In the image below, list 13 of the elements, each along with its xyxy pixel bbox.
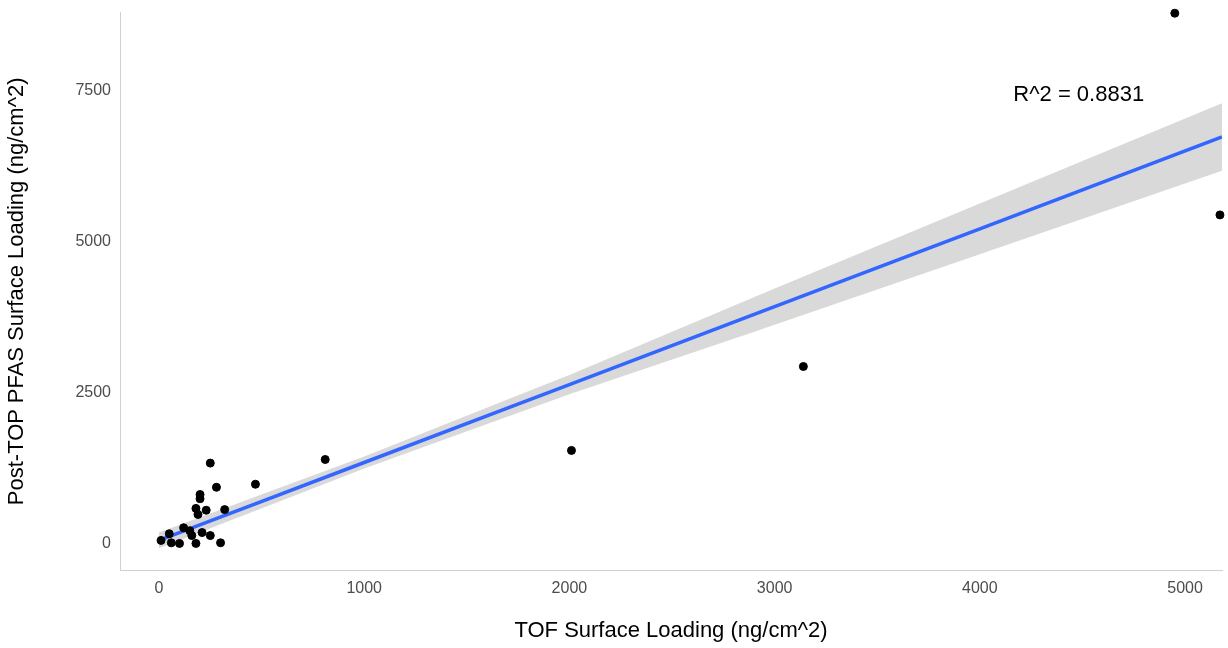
y-tick-label: 7500 [75,80,112,98]
x-tick-label: 3000 [756,579,793,597]
y-axis-title: Post-TOP PFAS Surface Loading (ng/cm^2) [3,77,29,506]
x-axis-title: TOF Surface Loading (ng/cm^2) [514,616,828,642]
annotation: R^2 = 0.8831 [1013,80,1145,106]
x-tick-label: 2000 [551,579,588,597]
x-tick-label: 4000 [962,579,998,597]
y-tick-label: 5000 [75,231,112,249]
y-tick-label: 0 [102,533,112,551]
x-tick-label: 5000 [1167,579,1203,597]
x-tick-label: 1000 [346,579,383,597]
x-tick-label: 0 [154,579,164,597]
y-tick-label: 2500 [75,382,112,400]
